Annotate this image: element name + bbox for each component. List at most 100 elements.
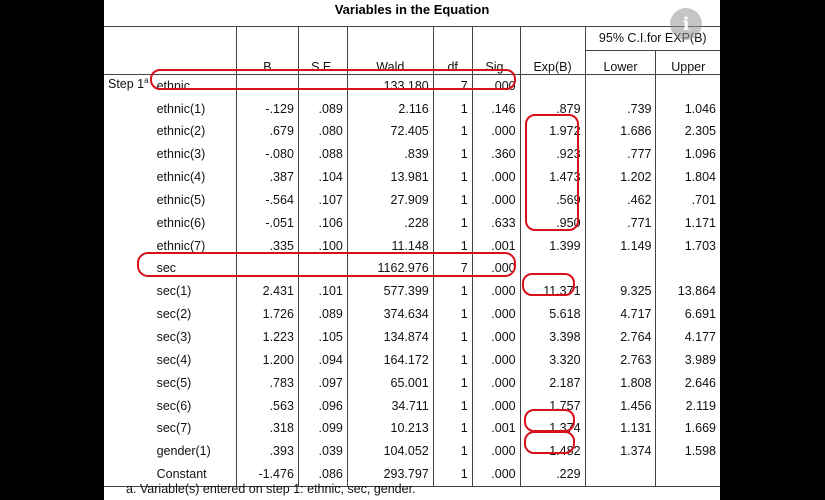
cell-df: 1 bbox=[433, 348, 473, 372]
cell-se: .107 bbox=[298, 188, 348, 212]
row-variable-name: ethnic(3) bbox=[152, 143, 237, 167]
row-variable-name: gender(1) bbox=[152, 440, 237, 464]
header-expb: Exp(B) bbox=[520, 26, 586, 75]
cell-sig: .001 bbox=[472, 417, 521, 441]
header-se: S.E. bbox=[298, 26, 348, 75]
cell-sig: .000 bbox=[472, 325, 521, 349]
highlight-ethnic-row bbox=[150, 69, 516, 90]
cell-exp: .923 bbox=[520, 143, 586, 167]
table-row: sec(3) 1.223.105 134.874 1.000 3.398 2.764 4.1… bbox=[104, 325, 720, 349]
cell-sig: .146 bbox=[472, 97, 521, 121]
cell-exp: 2.187 bbox=[520, 371, 586, 395]
table-row: ethnic(5) -.564.107 27.909 1.000.569.462 .70… bbox=[104, 188, 720, 212]
cell-df: 1 bbox=[433, 371, 473, 395]
cell-b bbox=[236, 257, 299, 281]
cell-se: .086 bbox=[298, 463, 348, 487]
cell-upper: 4.177 bbox=[684, 329, 716, 344]
cell-lower: 1.456 bbox=[585, 394, 657, 418]
cell-lower: .462 bbox=[585, 188, 657, 212]
cell-lower: .739 bbox=[585, 97, 657, 121]
header-corner bbox=[104, 26, 237, 75]
cell-wald: 65.001 bbox=[347, 371, 434, 395]
highlight-expb-sec7 bbox=[524, 409, 575, 432]
cell-b bbox=[236, 74, 299, 98]
cell-exp: 1.972 bbox=[520, 120, 586, 144]
cell-b: .783 bbox=[236, 371, 299, 395]
row-variable-name: ethnic(5) bbox=[152, 188, 237, 212]
cell-lower: 4.717 bbox=[585, 303, 657, 326]
cell-upper: 2.646 bbox=[684, 375, 716, 390]
cell-lower: .777 bbox=[585, 143, 657, 167]
cell-b: 1.200 bbox=[236, 348, 299, 372]
table-row: ethnic(3) -.080.088.839 1.360.923.777 1.096 bbox=[104, 143, 720, 167]
cell-sig: .000 bbox=[472, 280, 521, 304]
cell-df: 7 bbox=[433, 257, 473, 281]
cell-wald: 10.213 bbox=[347, 417, 434, 441]
cell-b: -.051 bbox=[236, 211, 299, 235]
cell-sig: .000 bbox=[472, 303, 521, 326]
cell-b: -.080 bbox=[236, 143, 299, 167]
step-text: Step 1 bbox=[108, 76, 145, 91]
cell-df: 1 bbox=[433, 143, 473, 167]
table-row: ethnic(1) -.129.089 2.116 1.146.879.739 1.04… bbox=[104, 97, 720, 121]
cell-upper: 1.804 bbox=[684, 170, 716, 185]
cell-df: 1 bbox=[433, 234, 473, 258]
cell-exp bbox=[520, 74, 586, 98]
step-label: Step 1a bbox=[104, 74, 153, 487]
cell-wald: 72.405 bbox=[347, 120, 434, 144]
cell-se: .106 bbox=[298, 211, 348, 235]
highlight-sec-row bbox=[137, 252, 516, 277]
cell-lower: 1.374 bbox=[585, 440, 657, 464]
cell-lower: .771 bbox=[585, 211, 657, 235]
cell-df: 1 bbox=[433, 211, 473, 235]
cell-lower: 9.325 bbox=[585, 280, 657, 304]
header-b: B bbox=[236, 26, 299, 75]
table-row: ethnic(6) -.051.106.228 1.633.950.771 1.171 bbox=[104, 211, 720, 235]
header-row-1: B S.E. Wald df Sig. Exp(B) 95% C.I.for E… bbox=[104, 26, 720, 75]
cell-lower: 2.763 bbox=[585, 348, 657, 372]
cell-sig: .000 bbox=[472, 348, 521, 372]
cell-exp: 1.473 bbox=[520, 166, 586, 189]
cell-df: 7 bbox=[433, 74, 473, 98]
cell-exp: .229 bbox=[520, 463, 586, 487]
header-df: df bbox=[433, 26, 473, 75]
cell-b: .679 bbox=[236, 120, 299, 144]
row-variable-name: sec(3) bbox=[152, 325, 237, 349]
cell-df: 1 bbox=[433, 97, 473, 121]
cell-exp: 5.618 bbox=[520, 303, 586, 326]
cell-sig: .633 bbox=[472, 211, 521, 235]
cell-se: .094 bbox=[298, 348, 348, 372]
cell-wald: .839 bbox=[347, 143, 434, 167]
cell-upper: 3.989 bbox=[684, 352, 716, 367]
cell-se: .100 bbox=[298, 234, 348, 258]
header-ci: 95% C.I.for EXP(B) bbox=[585, 26, 720, 51]
cell-upper: 2.305 bbox=[684, 124, 716, 139]
table-row: gender(1) .393.039 104.052 1.000 1.482 1.374 1… bbox=[104, 440, 720, 464]
cell-sig: .360 bbox=[472, 143, 521, 167]
spss-output-sheet: Variables in the Equation B S.E. Wald df… bbox=[104, 0, 720, 500]
cell-wald: 27.909 bbox=[347, 188, 434, 212]
table-row: Constant -1.476.086 293.797 1.000.229 bbox=[104, 463, 720, 487]
cell-df: 1 bbox=[433, 463, 473, 487]
header-row-2: Lower Upper bbox=[104, 50, 720, 75]
cell-se: .096 bbox=[298, 394, 348, 418]
cell-df: 1 bbox=[433, 303, 473, 326]
cell-b: 1.223 bbox=[236, 325, 299, 349]
header-sig: Sig. bbox=[472, 26, 521, 75]
table-row: ethnic(4) .387.104 13.981 1.000 1.473 1.202 1.… bbox=[104, 166, 720, 189]
cell-lower: 2.764 bbox=[585, 325, 657, 349]
cell-df: 1 bbox=[433, 325, 473, 349]
header-upper: Upper bbox=[655, 50, 720, 75]
row-variable-name: sec bbox=[152, 257, 237, 281]
cell-upper: 1.703 bbox=[684, 238, 716, 253]
cell-lower: 1.808 bbox=[585, 371, 657, 395]
info-icon[interactable]: ℹ bbox=[670, 8, 702, 40]
cell-upper: 1.598 bbox=[684, 444, 716, 459]
cell-upper bbox=[656, 74, 720, 97]
cell-upper: 13.864 bbox=[677, 284, 716, 299]
cell-df: 1 bbox=[433, 440, 473, 464]
cell-wald: 1162.976 bbox=[347, 257, 434, 281]
highlight-expb-ethnic bbox=[525, 114, 579, 231]
cell-se: .089 bbox=[298, 97, 348, 121]
row-variable-name: ethnic(7) bbox=[152, 234, 237, 258]
